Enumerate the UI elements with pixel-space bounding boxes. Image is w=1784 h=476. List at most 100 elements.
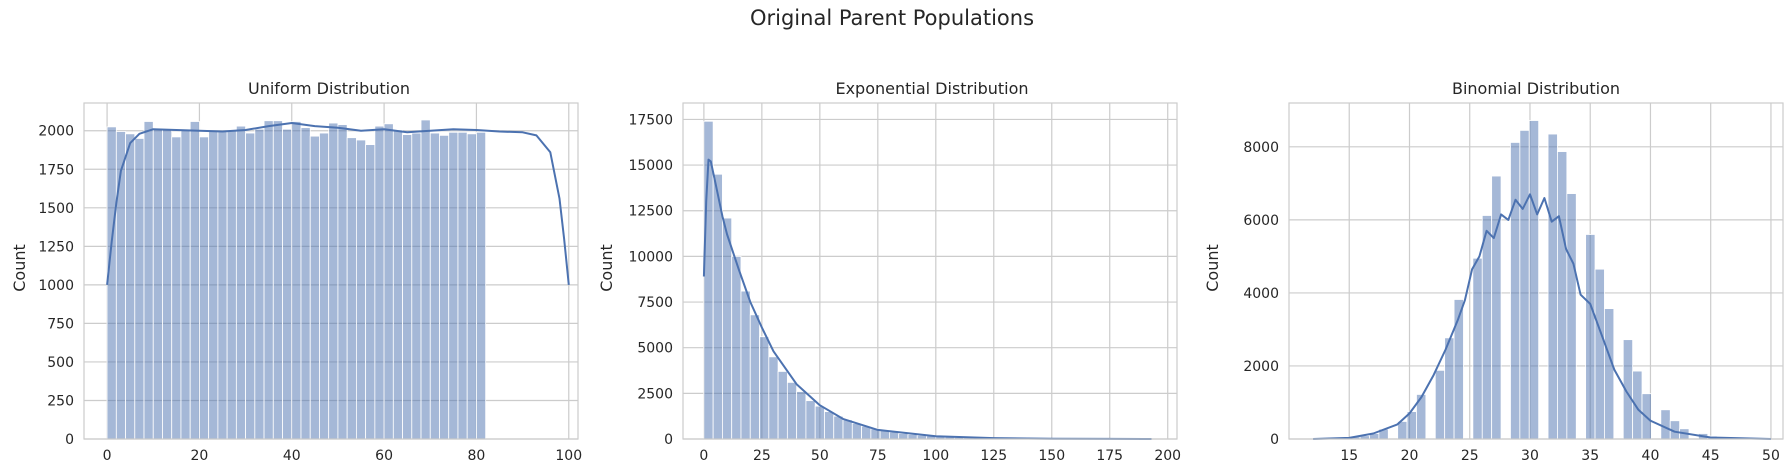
uniform-histogram-bar bbox=[439, 134, 450, 440]
figure-suptitle: Original Parent Populations bbox=[750, 6, 1034, 30]
exponential-xtick-label: 200 bbox=[1154, 448, 1181, 464]
uniform-histogram-bar bbox=[365, 144, 376, 440]
binomial-xtick-label: 25 bbox=[1461, 448, 1479, 464]
binomial-panel: Binomial Distribution Count 15 20 25 30 35 40… bbox=[1203, 79, 1784, 464]
binomial-histogram-bar bbox=[1585, 234, 1596, 440]
uniform-histogram-bar bbox=[319, 132, 330, 440]
uniform-histogram-bar bbox=[189, 121, 200, 440]
exponential-ytick-label: 2500 bbox=[637, 386, 673, 402]
uniform-kde bbox=[106, 122, 570, 286]
binomial-ylabel: Count bbox=[1203, 244, 1222, 292]
exponential-panel: Exponential Distribution Count 0 25 50 75 10… bbox=[597, 79, 1181, 464]
uniform-histogram-bar bbox=[106, 126, 117, 440]
exponential-histogram-bar bbox=[842, 419, 853, 440]
uniform-histogram-bar bbox=[272, 120, 283, 440]
binomial-histogram-bar bbox=[1566, 193, 1577, 440]
uniform-ytick-label: 750 bbox=[47, 316, 74, 332]
binomial-xtick-label: 20 bbox=[1401, 448, 1419, 464]
uniform-xtick-label: 100 bbox=[555, 448, 582, 464]
exponential-xtick-label: 75 bbox=[869, 448, 887, 464]
uniform-histogram-bar bbox=[337, 124, 348, 440]
exponential-histogram-bar bbox=[889, 431, 900, 440]
binomial-bars bbox=[1312, 120, 1765, 440]
exponential-histogram-bar bbox=[814, 405, 825, 440]
binomial-xtick-label: 40 bbox=[1642, 448, 1660, 464]
exponential-ytick-label: 10000 bbox=[628, 249, 673, 265]
uniform-ytick-label: 1250 bbox=[38, 239, 74, 255]
uniform-ytick-label: 0 bbox=[65, 432, 74, 448]
binomial-frame bbox=[1288, 102, 1784, 440]
uniform-ytick-label: 1000 bbox=[38, 278, 74, 294]
uniform-histogram-bar bbox=[282, 128, 293, 440]
uniform-histogram-bar bbox=[328, 122, 339, 440]
uniform-histogram-bar bbox=[162, 129, 173, 440]
uniform-histogram-bar bbox=[291, 121, 302, 440]
binomial-histogram-bar bbox=[1660, 409, 1671, 440]
exponential-histogram-bar bbox=[907, 434, 918, 440]
uniform-histogram-bar bbox=[448, 131, 459, 440]
exponential-ytick-label: 12500 bbox=[628, 204, 673, 220]
exponential-histogram-bar bbox=[898, 433, 909, 440]
uniform-xtick-label: 80 bbox=[468, 448, 486, 464]
binomial-xtick-label: 50 bbox=[1762, 448, 1780, 464]
uniform-panel: Uniform Distribution Count 0 20 40 60 80 1000… bbox=[10, 79, 582, 464]
uniform-xtick-label: 0 bbox=[103, 448, 112, 464]
uniform-ylabel: Count bbox=[10, 244, 29, 292]
exponential-kde bbox=[702, 158, 1152, 440]
uniform-histogram-bar bbox=[171, 136, 182, 440]
uniform-ytick-label: 1750 bbox=[38, 162, 74, 178]
binomial-histogram-bar bbox=[1406, 411, 1417, 440]
uniform-histogram-bar bbox=[300, 127, 311, 440]
binomial-histogram-bar bbox=[1491, 175, 1502, 440]
binomial-histogram-bar bbox=[1472, 257, 1483, 440]
binomial-xtick-label: 45 bbox=[1702, 448, 1720, 464]
binomial-ytick-label: 6000 bbox=[1243, 213, 1279, 229]
exponential-histogram-bar bbox=[786, 381, 798, 440]
binomial-ytick-label: 2000 bbox=[1243, 359, 1279, 375]
uniform-ytick-label: 500 bbox=[47, 355, 74, 371]
exponential-histogram-bar bbox=[824, 411, 835, 440]
exponential-ytick-label: 17500 bbox=[628, 112, 673, 128]
uniform-histogram-bar bbox=[466, 133, 477, 440]
exponential-frame bbox=[682, 102, 1178, 440]
exponential-histogram-bar bbox=[833, 415, 844, 440]
exponential-histogram-bar bbox=[731, 255, 742, 440]
exponential-xtick-label: 175 bbox=[1096, 448, 1123, 464]
uniform-xtick-label: 60 bbox=[375, 448, 393, 464]
binomial-xtick-label: 35 bbox=[1581, 448, 1599, 464]
exponential-histogram-bar bbox=[722, 217, 733, 440]
uniform-ytick-label: 2000 bbox=[38, 124, 74, 140]
exponential-histogram-bar bbox=[777, 371, 788, 440]
uniform-histogram-bar bbox=[180, 128, 191, 440]
uniform-histogram-bar bbox=[254, 128, 265, 440]
exponential-ytick-label: 0 bbox=[664, 432, 673, 448]
uniform-histogram-bar bbox=[263, 120, 274, 440]
binomial-histogram-bar bbox=[1444, 337, 1455, 440]
exponential-histogram-bar bbox=[851, 423, 862, 440]
binomial-histogram-bar bbox=[1510, 142, 1521, 440]
binomial-xtick-label: 30 bbox=[1521, 448, 1539, 464]
uniform-ticks: 0 20 40 60 80 1000250500750100012501500175020… bbox=[38, 124, 582, 464]
uniform-histogram-bar bbox=[346, 137, 357, 440]
binomial-kde-line bbox=[1313, 193, 1772, 440]
exponential-histogram-bar bbox=[768, 356, 779, 440]
binomial-histogram-bar bbox=[1557, 151, 1568, 440]
uniform-histogram-bar bbox=[208, 131, 219, 440]
binomial-histogram-bar bbox=[1453, 299, 1464, 440]
exponential-histogram-bar bbox=[759, 336, 770, 440]
exponential-xtick-label: 100 bbox=[922, 448, 949, 464]
uniform-histogram-bar bbox=[457, 131, 468, 440]
uniform-histogram-bar bbox=[152, 128, 163, 440]
binomial-histogram-bar bbox=[1434, 369, 1446, 440]
uniform-histogram-bar bbox=[199, 136, 210, 440]
exponential-histogram-bar bbox=[740, 290, 751, 440]
binomial-histogram-bar bbox=[1604, 308, 1615, 440]
exponential-xtick-label: 125 bbox=[980, 448, 1007, 464]
exponential-ytick-label: 7500 bbox=[637, 295, 673, 311]
exponential-ylabel: Count bbox=[597, 244, 616, 292]
exponential-ticks: 0 25 50 75 100 125 150 175 200 0 2500 5000 7500 10000… bbox=[628, 112, 1181, 464]
exponential-xtick-label: 50 bbox=[811, 448, 829, 464]
exponential-xtick-label: 25 bbox=[753, 448, 771, 464]
binomial-ticks: 15 20 25 30 35 40 45 50 0 2000 4000 6000 8000 bbox=[1243, 140, 1780, 464]
exponential-title: Exponential Distribution bbox=[835, 79, 1028, 98]
